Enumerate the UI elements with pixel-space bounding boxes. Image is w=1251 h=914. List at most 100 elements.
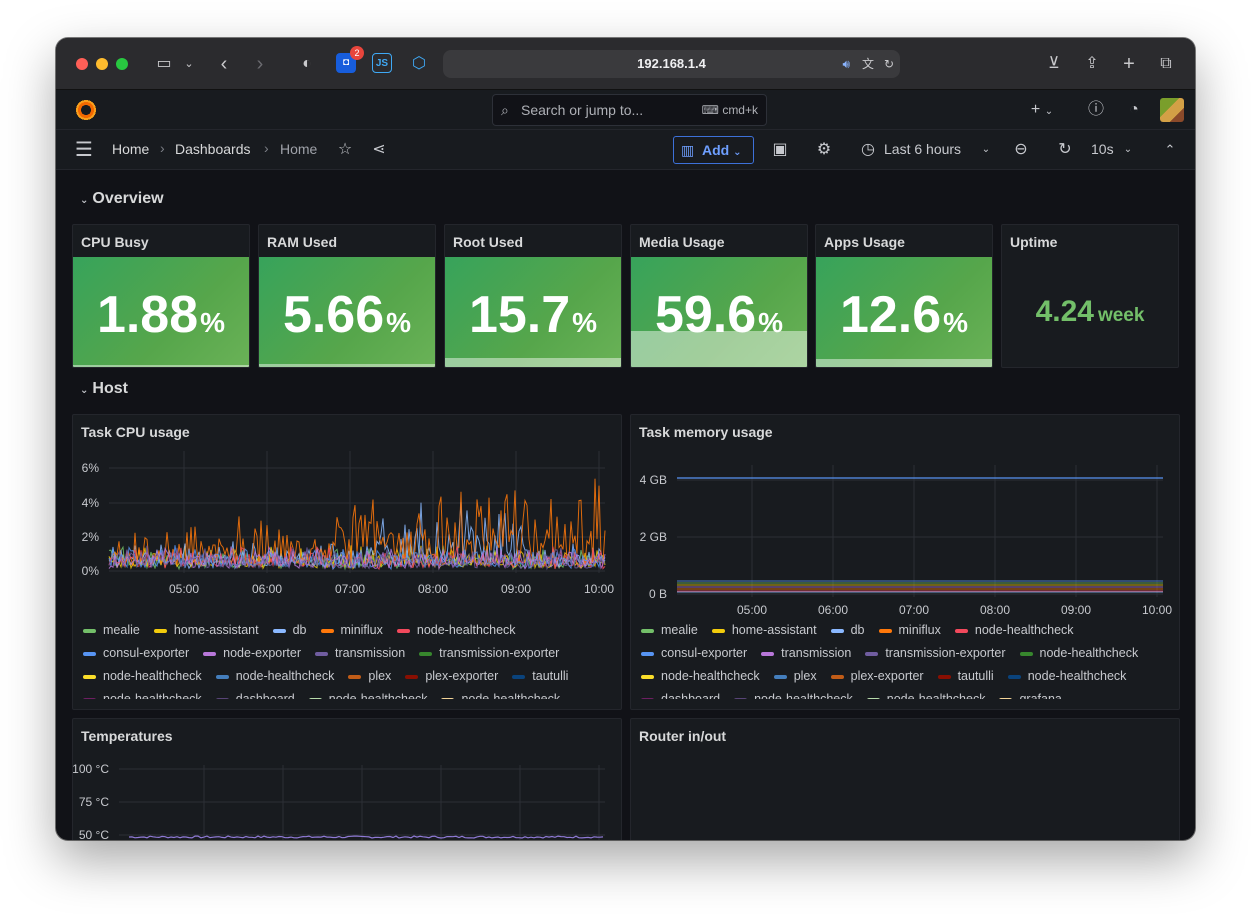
legend-item[interactable]: transmission	[761, 642, 851, 665]
legend-item[interactable]: tautulli	[512, 665, 568, 688]
temperatures-panel[interactable]: Temperatures 100 °C 75 °C 50 °C	[72, 718, 622, 840]
share-icon[interactable]: ⇪	[1085, 55, 1099, 72]
legend-item[interactable]: mealie	[641, 619, 698, 642]
tab-overview-icon[interactable]: ⧉	[1160, 55, 1172, 72]
legend-swatch	[396, 628, 410, 633]
password-manager-icon[interactable]: ◘	[336, 53, 356, 73]
downloads-icon[interactable]: ⊻	[1048, 55, 1060, 72]
legend-item[interactable]: miniflux	[320, 619, 383, 642]
cube-extension-icon[interactable]: ⬡	[412, 55, 426, 72]
legend-item[interactable]: node-healthcheck	[641, 665, 760, 688]
legend-item[interactable]: node-healthcheck	[1007, 665, 1126, 688]
address-bar[interactable]: 192.168.1.4 🔊︎ 文 ↻	[443, 50, 900, 78]
uptime-panel[interactable]: Uptime 4.24 week	[1001, 224, 1179, 368]
refresh-icon[interactable]: ↻	[1058, 141, 1072, 158]
legend-item[interactable]: plex	[773, 665, 817, 688]
refresh-interval-picker[interactable]: 10s	[1091, 141, 1114, 157]
legend-item[interactable]: node-healthcheck	[441, 688, 560, 699]
gear-icon[interactable]: ⚙	[816, 141, 832, 158]
save-icon[interactable]: ▣	[772, 141, 788, 158]
star-icon[interactable]: ☆	[337, 141, 353, 158]
legend-item[interactable]: plex-exporter	[405, 665, 498, 688]
breadcrumb-dashboards[interactable]: Dashboards	[175, 141, 251, 157]
stat-panel[interactable]: Root Used 15.7%	[444, 224, 622, 368]
legend-item[interactable]: dashboard	[215, 688, 295, 699]
chevron-down-icon[interactable]: ⌄	[981, 144, 991, 155]
legend-item[interactable]: miniflux	[878, 619, 941, 642]
x-tick-label: 07:00	[899, 603, 929, 617]
zoom-window-button[interactable]	[116, 58, 128, 70]
legend-item[interactable]: tautulli	[937, 665, 994, 688]
stat-panel[interactable]: Media Usage 59.6%	[630, 224, 808, 368]
legend-item[interactable]: home-assistant	[153, 619, 259, 642]
legend-swatch	[512, 674, 526, 679]
legend-item[interactable]: home-assistant	[711, 619, 817, 642]
stat-panel[interactable]: RAM Used 5.66%	[258, 224, 436, 368]
legend-item[interactable]: db	[272, 619, 307, 642]
legend-item[interactable]: transmission-exporter	[865, 642, 1006, 665]
row-header-host[interactable]: ⌄ Host	[80, 380, 128, 398]
row-header-overview[interactable]: ⌄ Overview	[80, 190, 164, 208]
minimize-window-button[interactable]	[96, 58, 108, 70]
zoom-out-icon[interactable]: ⊖	[1014, 141, 1028, 158]
breadcrumb-home[interactable]: Home	[112, 141, 150, 157]
back-icon[interactable]: ‹	[220, 53, 228, 75]
shield-icon[interactable]: ◐	[302, 55, 312, 72]
menu-icon[interactable]: ☰	[75, 139, 93, 161]
legend-item[interactable]: db	[830, 619, 865, 642]
legend-item[interactable]: transmission-exporter	[419, 642, 559, 665]
legend-item[interactable]: consul-exporter	[83, 642, 189, 665]
legend-item[interactable]: node-healthcheck	[83, 688, 202, 699]
legend-item[interactable]: node-healthcheck	[866, 688, 985, 699]
legend-swatch	[314, 651, 328, 656]
legend-item[interactable]: node-healthcheck	[83, 665, 202, 688]
legend-swatch	[405, 674, 419, 679]
news-feed-icon[interactable]: ◔	[1129, 101, 1139, 118]
legend-item[interactable]: node-healthcheck	[1019, 642, 1138, 665]
reload-icon[interactable]: ↻	[883, 57, 894, 71]
clock-icon[interactable]: ◷	[861, 141, 875, 158]
stat-panel[interactable]: CPU Busy 1.88%	[72, 224, 250, 368]
chevron-down-icon[interactable]: ⌄	[1123, 144, 1133, 155]
legend-item[interactable]: mealie	[83, 619, 140, 642]
js-extension-icon[interactable]: JS	[372, 53, 392, 73]
avatar[interactable]	[1160, 98, 1184, 122]
grafana-logo-icon[interactable]	[74, 98, 98, 122]
sidebar-toggle-icon[interactable]: ▭	[156, 55, 172, 72]
legend-item[interactable]: node-healthcheck	[308, 688, 427, 699]
legend-item[interactable]: plex	[348, 665, 391, 688]
chevron-up-icon[interactable]: ⌃	[1164, 142, 1176, 157]
legend-item[interactable]: grafana	[999, 688, 1062, 699]
chevron-down-icon[interactable]: ⌄	[184, 58, 194, 70]
router-in-out-panel[interactable]: Router in/out	[630, 718, 1180, 840]
translate-icon[interactable]: 文	[861, 57, 874, 71]
task-cpu-usage-panel[interactable]: Task CPU usage 6% 4% 2% 0% 05:00 06:00 07:00 08…	[72, 414, 622, 710]
stat-panel[interactable]: Apps Usage 12.6%	[815, 224, 993, 368]
legend-item[interactable]: transmission	[314, 642, 405, 665]
search-placeholder: Search or jump to...	[521, 102, 644, 118]
legend-item[interactable]: consul-exporter	[641, 642, 747, 665]
new-menu-icon[interactable]: + ⌄	[1030, 101, 1054, 118]
legend-item[interactable]: node-healthcheck	[954, 619, 1074, 642]
time-range-picker[interactable]: Last 6 hours	[884, 141, 962, 157]
stat-unit: %	[572, 307, 598, 338]
cpu-usage-chart: 6% 4% 2% 0% 05:00 06:00 07:00 08:00 09:00 10:00	[82, 451, 614, 596]
legend-item[interactable]: node-healthcheck	[215, 665, 334, 688]
legend-swatch	[441, 697, 455, 699]
url-text: 192.168.1.4	[637, 56, 706, 71]
legend-item[interactable]: node-exporter	[203, 642, 301, 665]
search-input[interactable]: ⌕ Search or jump to... ⌨ cmd+k	[492, 94, 767, 126]
share-icon[interactable]: ⋖	[372, 141, 386, 158]
help-icon[interactable]: ⓘ	[1087, 101, 1104, 118]
new-tab-icon[interactable]: +	[1123, 53, 1135, 75]
uptime-unit: week	[1097, 305, 1145, 326]
task-memory-usage-panel[interactable]: Task memory usage 4 GB 2 GB 0 B 05:00 06:00 0…	[630, 414, 1180, 710]
close-window-button[interactable]	[76, 58, 88, 70]
legend-item[interactable]: node-healthcheck	[396, 619, 516, 642]
legend-item[interactable]: plex-exporter	[830, 665, 924, 688]
legend-item[interactable]: node-healthcheck	[734, 688, 853, 699]
legend-item[interactable]: dashboard	[641, 688, 720, 699]
audio-icon[interactable]: 🔊︎	[842, 57, 850, 71]
forward-icon[interactable]: ›	[256, 53, 264, 75]
add-button[interactable]: ▥ Add ⌄	[673, 136, 754, 164]
